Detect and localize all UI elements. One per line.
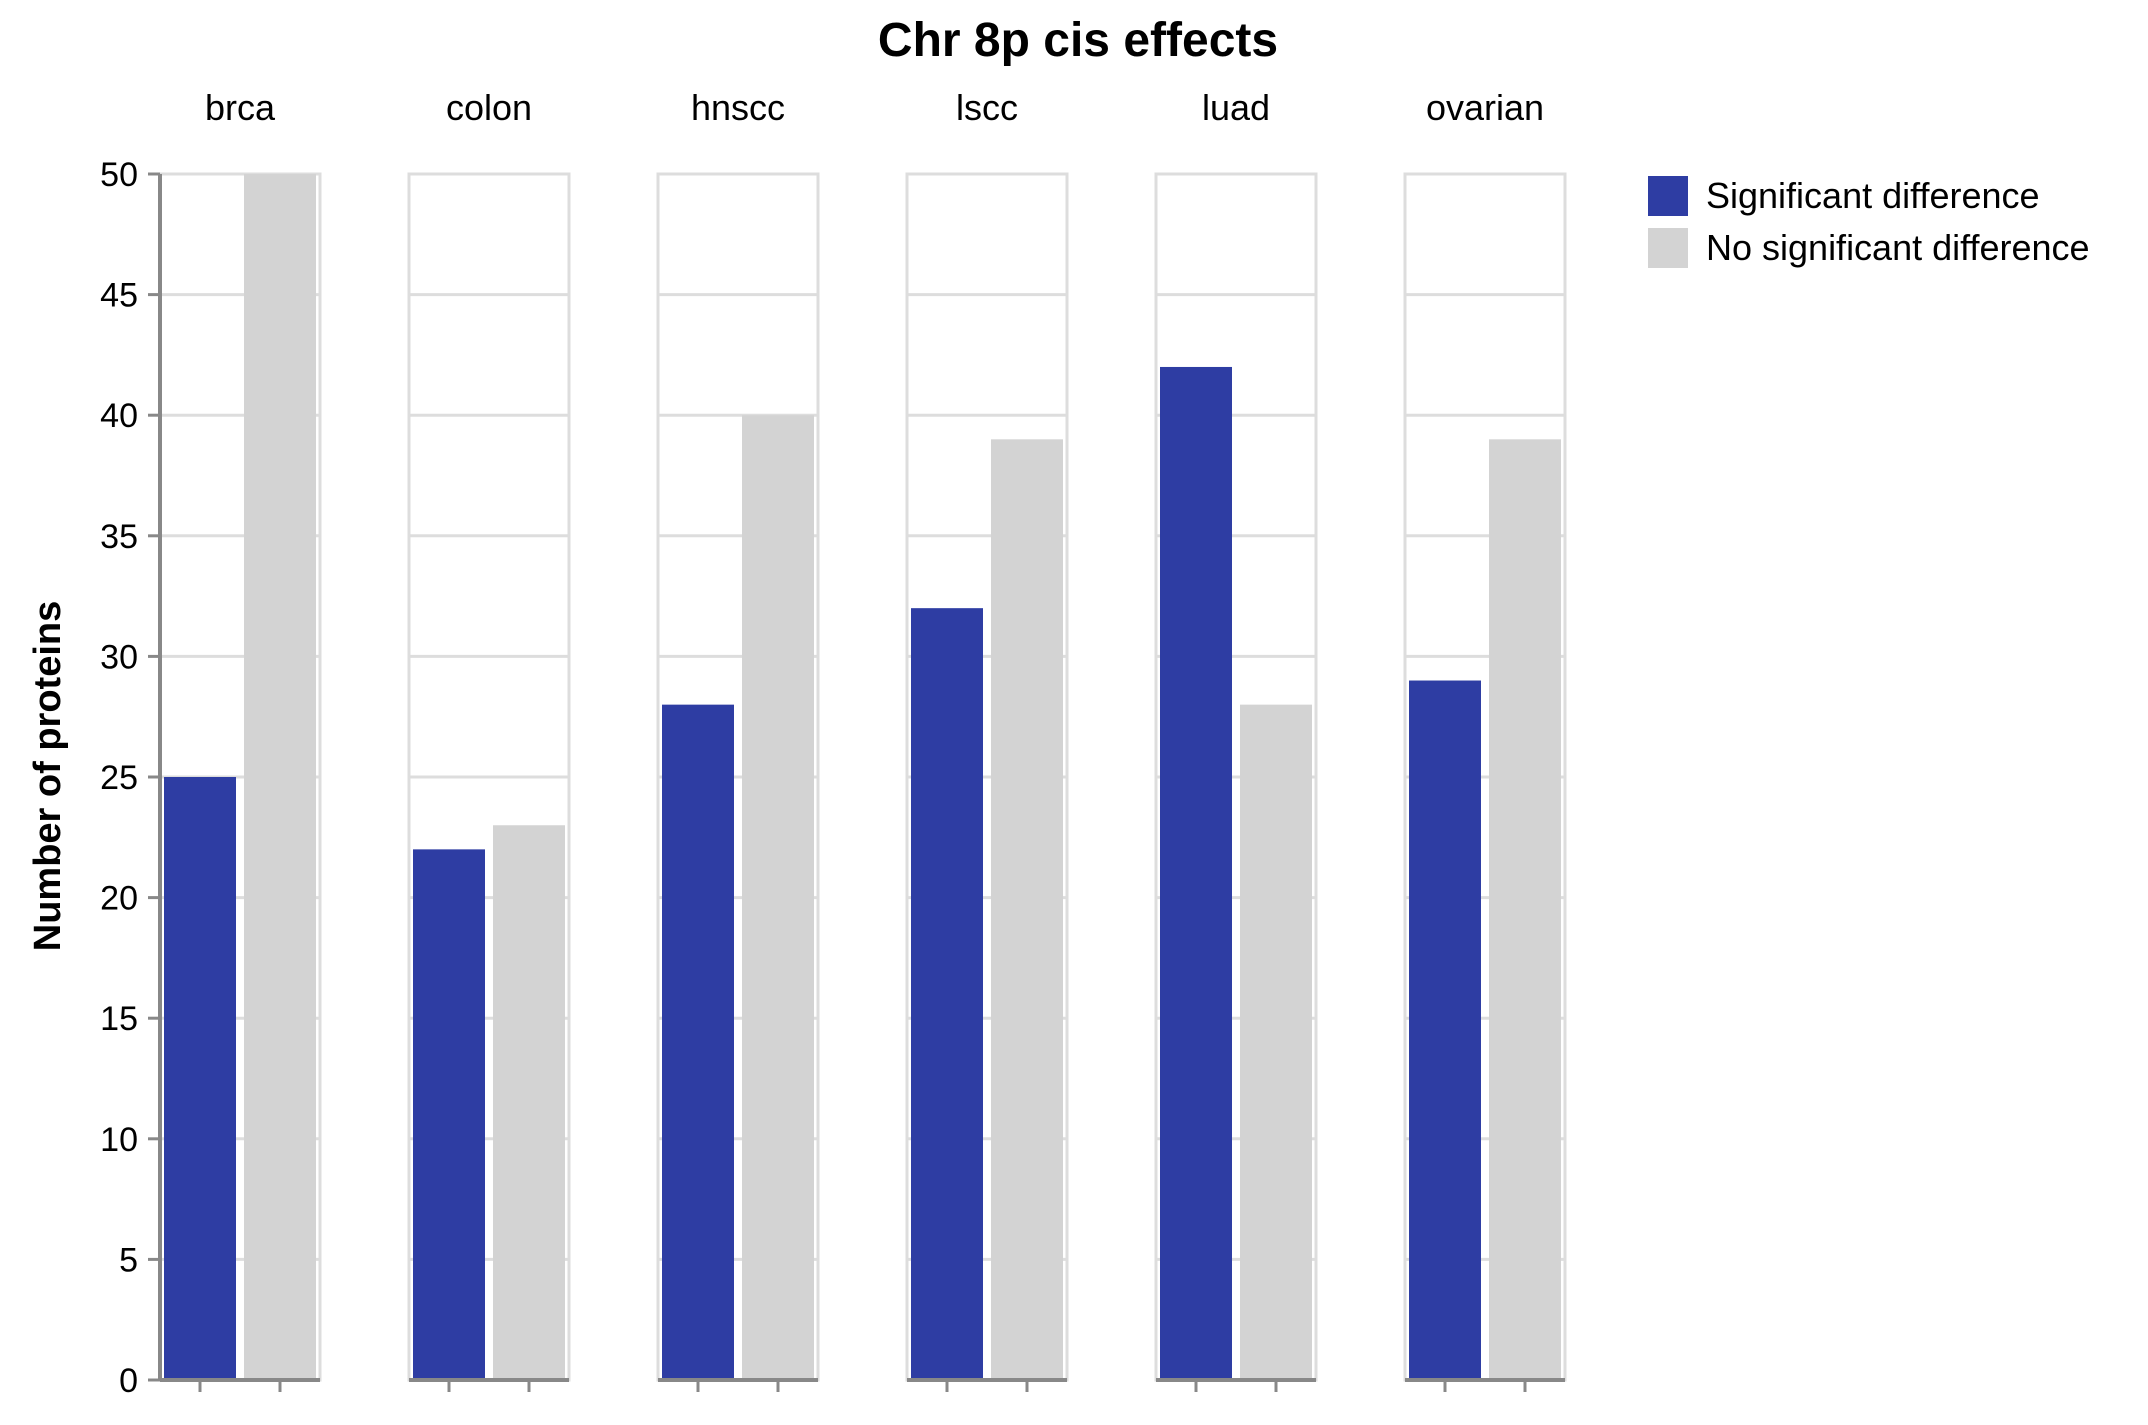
y-tick-label: 30 [100,638,138,676]
bar-ovarian-not-significant [1489,439,1561,1380]
y-axis-title: Number of proteins [27,601,69,951]
bar-hnscc-significant [662,704,734,1380]
facet-label-colon: colon [446,87,532,128]
y-tick-label: 10 [100,1121,138,1159]
legend-swatch [1648,228,1688,268]
y-tick-label: 0 [119,1362,138,1400]
bar-luad-not-significant [1240,704,1312,1380]
facet-label-ovarian: ovarian [1426,87,1544,128]
y-tick-label: 50 [100,156,138,194]
y-tick-label: 35 [100,518,138,556]
legend-label: Significant difference [1706,175,2040,216]
bar-ovarian-significant [1409,680,1481,1380]
bar-colon-not-significant [493,825,565,1380]
bar-luad-significant [1160,366,1232,1381]
legend-label: No significant difference [1706,227,2090,268]
facet-label-luad: luad [1202,87,1270,128]
bar-brca-not-significant [244,174,316,1380]
bars [164,174,1561,1381]
bar-brca-significant [164,777,236,1380]
bar-lscc-not-significant [991,439,1063,1380]
bar-lscc-significant [911,608,983,1380]
axes: brca colon hnscc lscc luad ovarian 0 5 10 15 20 25 3… [100,87,1565,1400]
chart-title: Chr 8p cis effects [878,14,1278,67]
y-tick-label: 15 [100,1000,138,1038]
facet-label-hnscc: hnscc [691,87,785,128]
bar-hnscc-not-significant [742,415,814,1380]
bar-colon-significant [413,849,485,1380]
gridlines [158,172,1567,1382]
legend: Significant difference No significant dif… [1648,175,2090,268]
facet-label-lscc: lscc [956,87,1018,128]
y-tick-label: 40 [100,397,138,435]
y-tick-label: 20 [100,880,138,918]
y-tick-label: 25 [100,759,138,797]
legend-swatch [1648,176,1688,216]
facet-label-brca: brca [205,87,276,128]
y-tick-label: 45 [100,277,138,315]
y-tick-label: 5 [119,1241,138,1279]
